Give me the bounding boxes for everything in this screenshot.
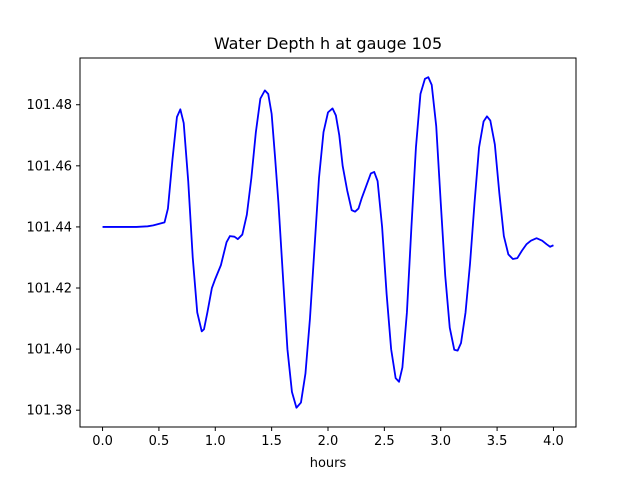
- chart-title: Water Depth h at gauge 105: [214, 34, 442, 53]
- x-tick-label: 2.5: [374, 434, 395, 449]
- x-tick-label: 4.0: [543, 434, 564, 449]
- x-tick-label: 2.0: [318, 434, 339, 449]
- x-tick-label: 3.0: [430, 434, 451, 449]
- y-tick-label: 101.46: [27, 159, 73, 174]
- plot-area: [80, 58, 576, 427]
- x-tick-label: 0.0: [92, 434, 113, 449]
- x-tick-label: 3.5: [487, 434, 508, 449]
- x-tick-label: 1.0: [205, 434, 226, 449]
- y-tick-label: 101.38: [27, 404, 73, 419]
- x-tick-label: 0.5: [149, 434, 170, 449]
- y-tick-label: 101.48: [27, 98, 73, 113]
- x-axis-label: hours: [310, 456, 347, 471]
- x-axis-ticks: 0.0 0.5 1.0 1.5 2.0 2.5 3.0 3.5 4.0: [92, 427, 564, 449]
- y-tick-label: 101.40: [27, 343, 73, 358]
- y-tick-label: 101.44: [27, 220, 73, 235]
- x-tick-label: 1.5: [261, 434, 282, 449]
- series-line-0: [102, 76, 554, 409]
- y-tick-label: 101.42: [27, 282, 73, 297]
- series-layer: [102, 76, 554, 409]
- y-axis-ticks: 101.38 101.40 101.42 101.44 101.46 101.48: [27, 98, 80, 419]
